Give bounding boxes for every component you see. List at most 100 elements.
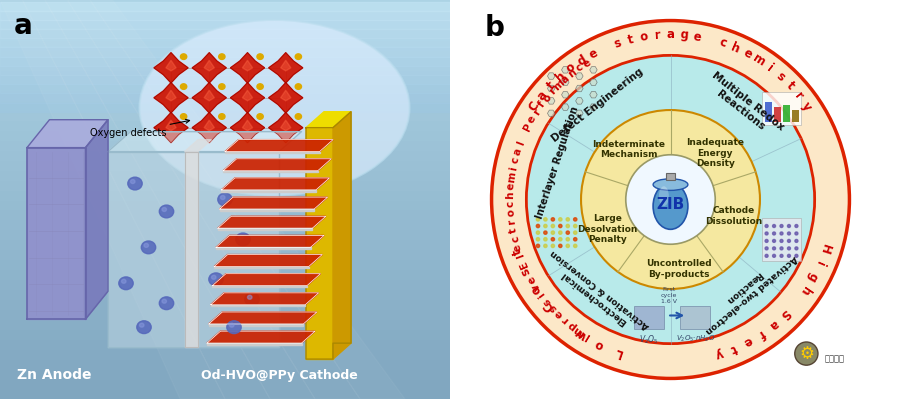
Circle shape xyxy=(162,299,166,303)
Bar xyxy=(0,75,450,84)
Circle shape xyxy=(159,297,174,310)
Bar xyxy=(0,160,450,170)
Text: Activated two-electron
Reaction: Activated two-electron Reaction xyxy=(697,246,798,336)
Bar xyxy=(792,110,799,122)
Circle shape xyxy=(141,241,156,254)
Polygon shape xyxy=(221,178,329,190)
Bar xyxy=(0,57,450,66)
Circle shape xyxy=(795,342,818,365)
Bar xyxy=(0,38,450,47)
Text: y: y xyxy=(714,346,725,361)
Bar xyxy=(0,90,450,100)
Bar xyxy=(0,259,450,269)
Polygon shape xyxy=(209,312,317,324)
Text: g: g xyxy=(680,28,688,42)
Bar xyxy=(774,107,780,122)
Text: h: h xyxy=(729,40,742,55)
Bar xyxy=(0,309,450,319)
Text: I: I xyxy=(582,330,591,341)
Text: P: P xyxy=(522,122,534,133)
Text: a: a xyxy=(766,316,780,332)
Circle shape xyxy=(559,224,562,228)
Polygon shape xyxy=(230,113,265,143)
Circle shape xyxy=(566,244,570,247)
Circle shape xyxy=(559,238,562,241)
Text: e: e xyxy=(741,46,754,61)
Bar xyxy=(0,319,450,329)
Circle shape xyxy=(180,84,187,89)
Text: f: f xyxy=(536,100,547,110)
Circle shape xyxy=(219,84,225,89)
Polygon shape xyxy=(576,85,583,92)
Bar xyxy=(0,29,450,38)
Circle shape xyxy=(765,247,768,250)
Polygon shape xyxy=(214,255,322,267)
Bar xyxy=(0,80,450,90)
Polygon shape xyxy=(576,110,583,117)
Polygon shape xyxy=(184,140,212,152)
Circle shape xyxy=(772,247,776,250)
Circle shape xyxy=(780,247,783,250)
Polygon shape xyxy=(86,120,108,319)
Polygon shape xyxy=(333,112,351,359)
Text: b: b xyxy=(485,14,505,42)
Polygon shape xyxy=(166,60,176,71)
Circle shape xyxy=(772,232,776,235)
Polygon shape xyxy=(221,190,316,192)
Circle shape xyxy=(295,84,302,89)
Text: L: L xyxy=(613,345,625,360)
Circle shape xyxy=(137,321,151,334)
Text: m: m xyxy=(507,172,517,184)
Circle shape xyxy=(626,155,716,244)
Circle shape xyxy=(536,224,540,228)
Ellipse shape xyxy=(653,183,688,229)
Circle shape xyxy=(236,233,250,246)
Text: f: f xyxy=(755,326,767,340)
Bar xyxy=(0,40,450,50)
Polygon shape xyxy=(268,83,302,113)
Polygon shape xyxy=(268,113,302,143)
Bar xyxy=(0,20,450,29)
Polygon shape xyxy=(154,113,188,143)
Polygon shape xyxy=(281,120,291,131)
Circle shape xyxy=(788,247,790,250)
Text: Indeterminate
Mechanism: Indeterminate Mechanism xyxy=(592,140,666,160)
Text: Oxygen defects: Oxygen defects xyxy=(90,119,190,138)
Polygon shape xyxy=(214,267,309,268)
Polygon shape xyxy=(207,331,315,343)
Circle shape xyxy=(295,114,302,119)
Text: r: r xyxy=(507,218,517,225)
Circle shape xyxy=(573,224,577,228)
Circle shape xyxy=(566,224,570,228)
Bar xyxy=(0,180,450,190)
Circle shape xyxy=(122,279,126,283)
Text: e: e xyxy=(692,30,702,44)
Polygon shape xyxy=(211,293,319,305)
Bar xyxy=(0,239,450,249)
Bar xyxy=(0,369,450,379)
Polygon shape xyxy=(212,286,307,287)
Bar xyxy=(0,66,450,75)
Text: p: p xyxy=(566,320,579,332)
Text: e: e xyxy=(506,182,517,190)
Polygon shape xyxy=(590,104,598,111)
Circle shape xyxy=(566,218,570,221)
Circle shape xyxy=(220,196,225,200)
Polygon shape xyxy=(193,113,227,143)
Text: s: s xyxy=(518,265,533,277)
Circle shape xyxy=(491,21,850,378)
Bar xyxy=(0,289,450,299)
Text: e: e xyxy=(526,114,538,125)
Circle shape xyxy=(130,180,135,184)
Ellipse shape xyxy=(653,179,688,190)
Polygon shape xyxy=(306,112,351,128)
Polygon shape xyxy=(108,132,302,152)
Polygon shape xyxy=(216,235,324,247)
Bar xyxy=(0,120,450,130)
Text: m: m xyxy=(552,77,566,92)
Text: r: r xyxy=(561,315,571,326)
Polygon shape xyxy=(223,171,318,172)
Bar xyxy=(0,200,450,209)
Bar xyxy=(0,389,450,399)
Circle shape xyxy=(219,54,225,59)
